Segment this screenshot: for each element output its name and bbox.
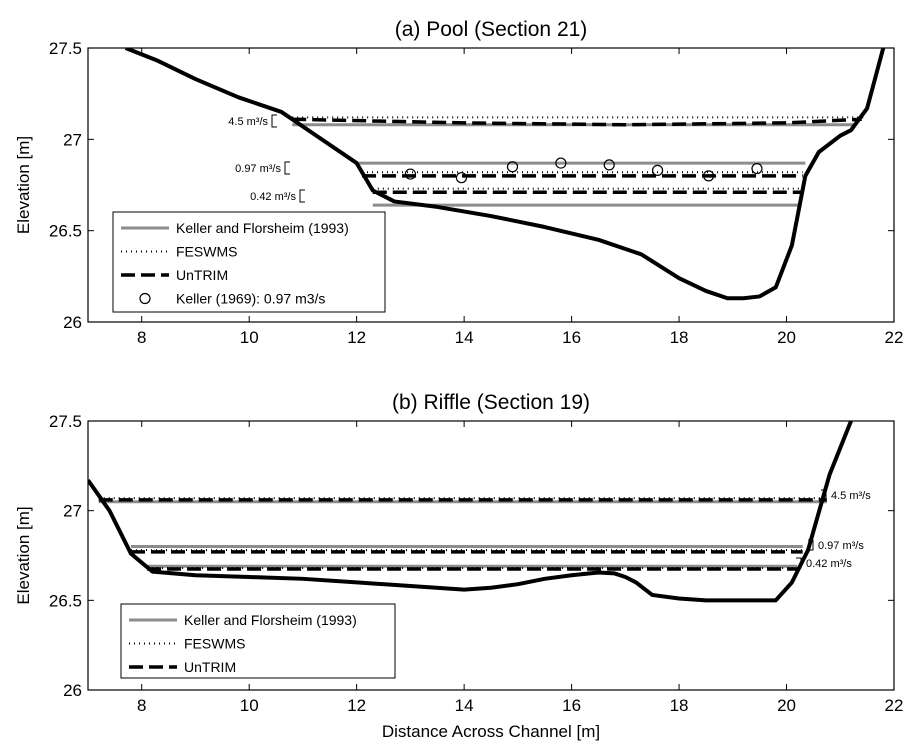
annotation-label: 0.42 m³/s	[806, 558, 852, 570]
y-tick-label: 26	[63, 681, 82, 700]
annotation-bracket	[285, 162, 290, 174]
discharge-annotation: 0.97 m³/s	[808, 540, 864, 552]
discharge-annotation: 4.5 m³/s	[228, 115, 277, 128]
y-axis-label: Elevation [m]	[14, 136, 33, 234]
y-tick-label: 26	[63, 313, 82, 332]
x-tick-label: 22	[885, 696, 904, 715]
x-tick-label: 16	[562, 328, 581, 347]
x-tick-label: 22	[885, 328, 904, 347]
discharge-annotation: 0.42 m³/s	[250, 190, 305, 203]
legend: Keller and Florsheim (1993) FESWMS UnTRIM	[121, 604, 395, 678]
observation-marker	[456, 173, 466, 183]
discharge-annotation: 4.5 m³/s	[821, 490, 871, 502]
x-tick-label: 14	[455, 328, 474, 347]
legend-entry-label: Keller and Florsheim (1993)	[184, 612, 357, 628]
chart-panel-0: (a) Pool (Section 21) 8 10 12 14 16 18 20 22 26 26…	[14, 18, 903, 347]
annotation-label: 0.97 m³/s	[235, 163, 281, 175]
y-axis-label: Elevation [m]	[14, 506, 33, 604]
x-tick-label: 14	[455, 696, 474, 715]
chart-title: (a) Pool (Section 21)	[395, 18, 588, 41]
legend-entry-label: UnTRIM	[176, 267, 228, 283]
chart-title: (b) Riffle (Section 19)	[392, 391, 590, 414]
x-tick-label: 8	[137, 328, 146, 347]
legend-entry-label: FESWMS	[184, 636, 245, 652]
x-tick-label: 18	[670, 696, 689, 715]
x-tick-label: 20	[777, 328, 796, 347]
x-tick-label: 12	[347, 328, 366, 347]
legend-entry-label: Keller and Florsheim (1993)	[176, 220, 349, 236]
x-tick-label: 10	[240, 696, 259, 715]
observation-marker	[653, 165, 663, 175]
y-tick-label: 27	[63, 502, 82, 521]
bed-profile-line	[88, 421, 851, 600]
plot-area	[88, 421, 851, 600]
y-tick-label: 27.5	[49, 39, 82, 58]
annotation-bracket	[272, 115, 277, 127]
x-tick-label: 16	[562, 696, 581, 715]
x-tick-label: 12	[347, 696, 366, 715]
x-axis-label: Distance Across Channel [m]	[382, 722, 600, 741]
annotation-bracket	[300, 190, 305, 202]
annotation-label: 0.42 m³/s	[250, 191, 296, 203]
x-tick-label: 10	[240, 328, 259, 347]
x-tick-label: 8	[137, 696, 146, 715]
x-tick-label: 18	[670, 328, 689, 347]
annotation-label: 4.5 m³/s	[831, 490, 871, 502]
legend-entry-label: UnTRIM	[184, 659, 236, 675]
y-tick-label: 26.5	[49, 222, 82, 241]
y-tick-label: 26.5	[49, 591, 82, 610]
legend-entry-label: Keller (1969): 0.97 m3/s	[176, 291, 325, 307]
observation-marker	[604, 160, 614, 170]
legend-entry-label: FESWMS	[176, 244, 237, 260]
discharge-annotation: 0.97 m³/s	[235, 162, 290, 175]
observation-marker	[752, 164, 762, 174]
y-tick-label: 27	[63, 130, 82, 149]
y-tick-label: 27.5	[49, 412, 82, 431]
x-tick-label: 20	[777, 696, 796, 715]
chart-panel-1: (b) Riffle (Section 19) 8 10 12 14 16 18 20 22 26…	[14, 391, 903, 741]
legend: Keller and Florsheim (1993) FESWMS UnTRIM K…	[113, 212, 385, 312]
annotation-label: 0.97 m³/s	[818, 540, 864, 552]
annotation-label: 4.5 m³/s	[228, 116, 268, 128]
